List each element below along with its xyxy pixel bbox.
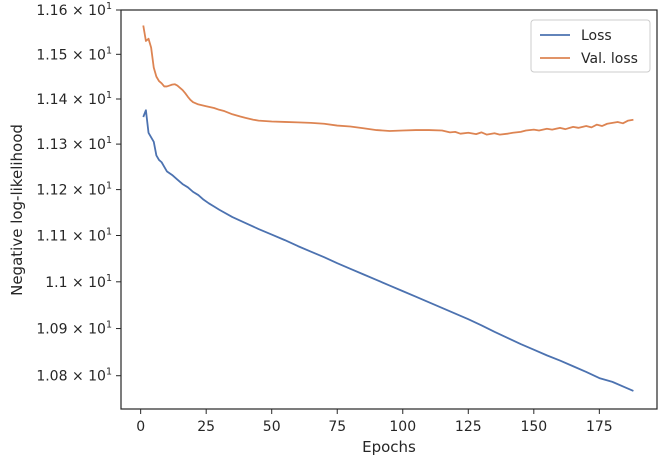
x-tick-label: 25 xyxy=(197,419,215,435)
y-tick-exponent: 1 xyxy=(106,135,112,146)
y-tick-exponent: 1 xyxy=(106,45,112,56)
y-tick-mantissa: 1.15 × 10 xyxy=(36,47,106,63)
y-tick-label: 1.16 × 101 xyxy=(36,1,112,19)
plot-frame xyxy=(120,9,658,410)
y-tick-mantissa: 1.14 × 10 xyxy=(36,92,106,108)
legend-frame xyxy=(530,19,651,73)
y-axis-label: Negative log-likelihood xyxy=(8,124,26,296)
y-tick-label: 1.13 × 101 xyxy=(36,135,112,153)
y-tick-exponent: 1 xyxy=(106,181,112,192)
x-axis-ticks: 0 25 50 75 100 125 150 175 xyxy=(136,409,613,435)
x-tick-label: 150 xyxy=(520,419,547,435)
y-tick-label: 1.14 × 101 xyxy=(36,90,112,108)
y-tick-exponent: 1 xyxy=(106,367,112,378)
x-tick-label: 50 xyxy=(263,419,281,435)
y-tick-mantissa: 1.09 × 10 xyxy=(36,322,106,338)
x-tick-label: 75 xyxy=(328,419,346,435)
series-line-val-loss xyxy=(142,25,634,136)
x-tick-label: 175 xyxy=(586,419,613,435)
y-tick-label: 1.08 × 101 xyxy=(36,367,112,385)
y-tick-label: 1.12 × 101 xyxy=(36,181,112,199)
x-tick-label: 125 xyxy=(455,419,482,435)
y-tick-label: 1.09 × 101 xyxy=(36,320,112,338)
y-tick-label: 1.11 × 101 xyxy=(36,226,112,244)
legend: Loss Val. loss xyxy=(530,19,651,73)
y-tick-mantissa: 1.12 × 10 xyxy=(36,183,106,199)
series-layer xyxy=(142,25,634,392)
series-line-loss xyxy=(142,109,634,392)
y-tick-mantissa: 1.13 × 10 xyxy=(36,137,106,153)
y-tick-mantissa: 1.11 × 10 xyxy=(36,228,106,244)
y-tick-mantissa: 1.1 × 10 xyxy=(45,275,106,291)
y-tick-exponent: 1 xyxy=(106,226,112,237)
y-tick-exponent: 1 xyxy=(106,320,112,331)
legend-label-val-loss: Val. loss xyxy=(581,51,638,67)
y-tick-label: 1.1 × 101 xyxy=(45,273,112,291)
y-tick-label: 1.15 × 101 xyxy=(36,45,112,63)
y-tick-exponent: 1 xyxy=(106,90,112,101)
y-tick-exponent: 1 xyxy=(106,273,112,284)
y-tick-mantissa: 1.16 × 10 xyxy=(36,3,106,19)
x-tick-label: 0 xyxy=(136,419,145,435)
x-axis-label: Epochs xyxy=(362,438,416,456)
legend-label-loss: Loss xyxy=(581,28,612,44)
y-tick-mantissa: 1.08 × 10 xyxy=(36,369,106,385)
y-tick-exponent: 1 xyxy=(106,1,112,12)
x-tick-label: 100 xyxy=(389,419,416,435)
